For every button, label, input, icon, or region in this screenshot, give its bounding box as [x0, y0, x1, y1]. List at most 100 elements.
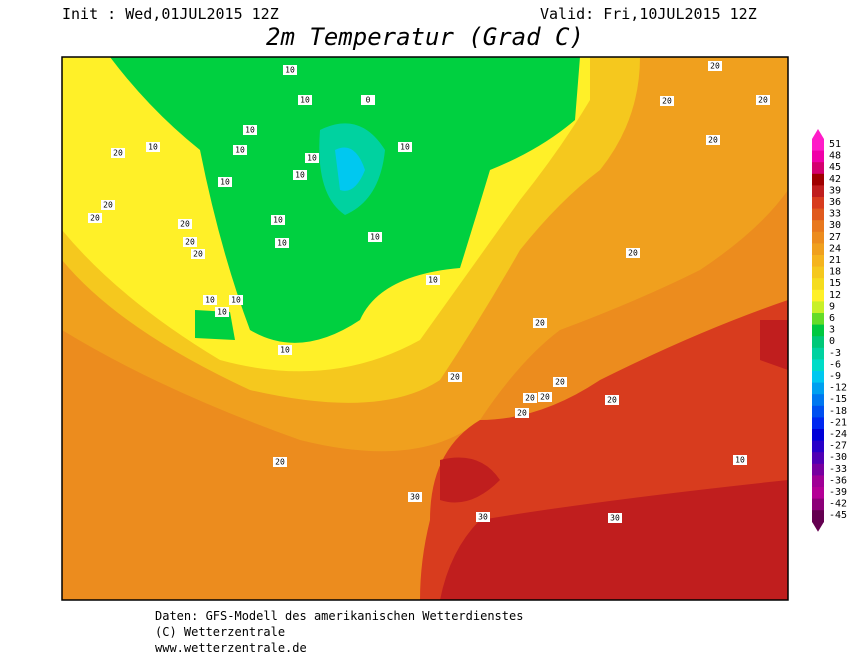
contour-label-box [533, 318, 547, 328]
contour-label-box [398, 142, 412, 152]
contour-label-box [523, 393, 537, 403]
contour-label-box [408, 492, 422, 502]
contour-label: 20 [180, 220, 190, 229]
colorbar-swatch [812, 185, 824, 198]
contour-label-box [708, 61, 722, 71]
contour-label-box [233, 145, 247, 155]
colorbar-swatch [812, 255, 824, 268]
contour-label: 10 [735, 456, 745, 465]
colorbar-label: 15 [829, 278, 841, 289]
colorbar-swatch [812, 429, 824, 442]
colorbar-label: 51 [829, 139, 841, 150]
footer-line: www.wetterzentrale.de [155, 641, 307, 655]
colorbar-swatch [812, 382, 824, 395]
colorbar-swatch [812, 371, 824, 384]
colorbar-swatch [812, 162, 824, 175]
colorbar-swatch [812, 278, 824, 291]
colorbar-swatch [812, 139, 824, 152]
contour-label-box [218, 177, 232, 187]
contour-label: 20 [708, 136, 718, 145]
colorbar-label: -3 [829, 348, 841, 359]
contour-label: 20 [710, 62, 720, 71]
colorbar-label: -42 [829, 499, 847, 510]
colorbar-label: 3 [829, 325, 835, 336]
contour-label: 20 [535, 319, 545, 328]
colorbar-swatch [812, 359, 824, 372]
contour-label-box [553, 377, 567, 387]
contour-label-box [243, 125, 257, 135]
colorbar-label: -33 [829, 464, 847, 475]
colorbar-swatch [812, 324, 824, 337]
contour-label: 10 [231, 296, 241, 305]
contour-label: 20 [193, 250, 203, 259]
contour-label: 30 [410, 493, 420, 502]
contour-label-box [476, 512, 490, 522]
colorbar-swatch [812, 301, 824, 314]
contour-label-box [283, 65, 297, 75]
colorbar-swatch [812, 487, 824, 500]
contour-label-box [278, 345, 292, 355]
contour-label: 10 [307, 154, 317, 163]
contour-label: 10 [400, 143, 410, 152]
contour-label: 20 [525, 394, 535, 403]
contour-label: 10 [148, 143, 158, 152]
colorbar-swatch [812, 150, 824, 163]
colorbar-label: -18 [829, 406, 847, 417]
colorbar-label: 9 [829, 301, 835, 312]
colorbar-label: 21 [829, 255, 841, 266]
footer-line: Daten: GFS-Modell des amerikanischen Wet… [155, 609, 523, 623]
colorbar-label: 0 [829, 336, 835, 347]
colorbar-label: 36 [829, 197, 841, 208]
colorbar-swatch [812, 336, 824, 349]
contour-label-box [756, 95, 770, 105]
contour-label: 10 [273, 216, 283, 225]
colorbar-label: -9 [829, 371, 841, 382]
contour-label-box [605, 395, 619, 405]
contour-label: 10 [235, 146, 245, 155]
valid-time: Valid: Fri,10JUL2015 12Z [540, 5, 757, 23]
contour-label: 10 [280, 346, 290, 355]
contour-label-box [706, 135, 720, 145]
contour-label: 20 [628, 249, 638, 258]
colorbar-swatch [812, 440, 824, 453]
colorbar-label: -24 [829, 429, 847, 440]
colorbar-label: 39 [829, 185, 841, 196]
contour-label-box [146, 142, 160, 152]
contour-label: 20 [185, 238, 195, 247]
colorbar-label: 24 [829, 243, 841, 254]
contour-label-box [293, 170, 307, 180]
contour-label-box [626, 248, 640, 258]
colorbar-label: 33 [829, 209, 841, 220]
colorbar-label: -6 [829, 359, 841, 370]
contour-label-box [215, 307, 229, 317]
colorbar-swatch [812, 266, 824, 279]
contour-label-box [538, 392, 552, 402]
colorbar-swatch [812, 289, 824, 302]
colorbar-cap [812, 521, 824, 532]
colorbar-swatch [812, 208, 824, 221]
map [61, 56, 789, 601]
contour-label-box [448, 372, 462, 382]
contour-label: 20 [450, 373, 460, 382]
colorbar-label: -15 [829, 394, 847, 405]
contour-label-box [298, 95, 312, 105]
contour-label-box [733, 455, 747, 465]
contour-label: 20 [90, 214, 100, 223]
colorbar-swatch [812, 197, 824, 210]
contour-label-box [275, 238, 289, 248]
colorbar-label: -39 [829, 487, 847, 498]
contour-label: 20 [662, 97, 672, 106]
contour-label: 20 [103, 201, 113, 210]
contour-label: 20 [758, 96, 768, 105]
contour-label: 20 [517, 409, 527, 418]
colorbar-cap [812, 129, 824, 139]
contour-label: 0 [366, 96, 371, 105]
contour-label: 10 [245, 126, 255, 135]
colorbar-label: -12 [829, 383, 847, 394]
colorbar-swatch [812, 394, 824, 407]
contour-label-box [273, 457, 287, 467]
colorbar-label: 27 [829, 232, 841, 243]
colorbar-label: 6 [829, 313, 835, 324]
